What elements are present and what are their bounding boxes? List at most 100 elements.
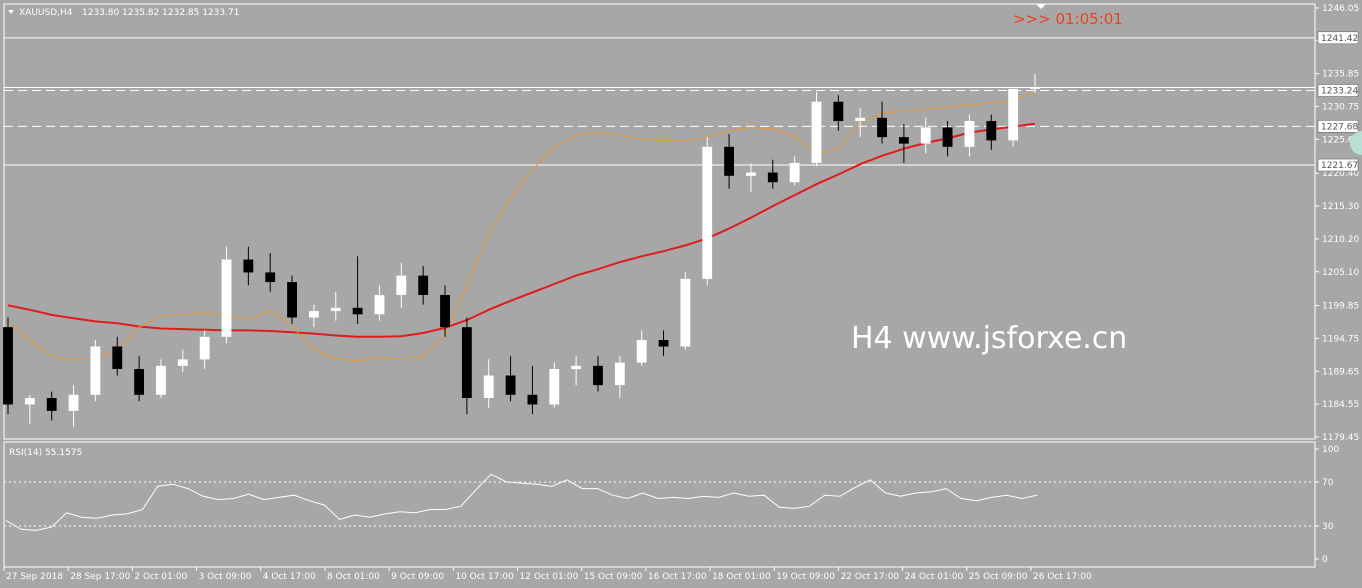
price-tick-label: 1189.65: [1322, 367, 1359, 377]
ma-fast-line: [7, 91, 1036, 362]
candle: [440, 285, 450, 337]
rsi-tick-label: 70: [1322, 478, 1334, 488]
candle: [920, 117, 931, 154]
rsi-tick-label: 100: [1322, 445, 1339, 455]
candle: [505, 356, 516, 402]
candle: [724, 133, 735, 189]
price-tag: 1241.42: [1317, 31, 1359, 45]
symbol-label: XAUUSD,H4: [19, 8, 73, 18]
price-tick-label: 1184.55: [1322, 400, 1359, 410]
candle: [24, 394, 35, 424]
candle: [1030, 74, 1040, 94]
candle: [789, 156, 800, 186]
time-tick-label: 24 Oct 01:00: [905, 572, 964, 582]
time-tick-label: 10 Oct 17:00: [455, 572, 514, 582]
price-tags: 1241.42 1233.24 1227.68 1221.67: [1317, 31, 1359, 172]
candles: [3, 74, 1040, 428]
moving-average-fast: [7, 91, 1036, 362]
candle: [527, 365, 538, 415]
candle: [833, 95, 844, 131]
time-tick-label: 12 Oct 01:00: [520, 572, 579, 582]
candle: [811, 92, 822, 167]
candle: [593, 356, 603, 392]
candle: [658, 330, 669, 357]
time-tick-label: 8 Oct 01:00: [327, 572, 380, 582]
time-tick-label: 22 Oct 17:00: [840, 572, 899, 582]
candle: [396, 262, 407, 308]
candle: [767, 159, 778, 189]
candle: [964, 114, 975, 157]
price-tick-label: 1215.30: [1322, 202, 1359, 212]
time-tick-label: 16 Oct 17:00: [648, 572, 707, 582]
rsi-plot-frame: [3, 441, 1316, 568]
candle: [636, 330, 647, 366]
side-panel-handle-icon[interactable]: [1350, 131, 1362, 155]
current-bar-marker-icon: [1036, 4, 1046, 9]
time-tick-label: 19 Oct 09:00: [776, 572, 835, 582]
time-tick-label: 4 Oct 17:00: [263, 572, 316, 582]
candle: [177, 349, 188, 373]
price-tick-label: 1230.75: [1322, 103, 1359, 113]
candle: [680, 272, 691, 350]
candle: [1008, 88, 1019, 147]
price-tag-label: 1241.42: [1321, 34, 1358, 44]
candle: [898, 124, 909, 163]
time-tick-label: 28 Sep 17:00: [70, 572, 130, 582]
price-tick-label: 1194.75: [1322, 334, 1359, 344]
candle: [46, 391, 57, 421]
candle: [199, 330, 210, 370]
time-tick-label: 3 Oct 09:00: [199, 572, 252, 582]
time-tick-label: 25 Oct 09:00: [969, 572, 1028, 582]
time-tick-label: 2 Oct 01:00: [134, 572, 187, 582]
price-tick-label: 1225.65: [1322, 135, 1359, 145]
candle: [90, 340, 101, 402]
price-tick-label: 1199.85: [1322, 302, 1359, 312]
rsi-tick-label: 30: [1322, 522, 1334, 532]
time-tick-label: 27 Sep 2018: [6, 572, 63, 582]
candle: [3, 317, 13, 415]
bar-countdown: >>> 01:05:01: [1013, 10, 1123, 28]
main-plot-frame: [3, 3, 1316, 440]
time-axis: 27 Sep 2018 28 Sep 17:00 2 Oct 01:00 3 Oct …: [3, 567, 1092, 582]
moving-average-slow: [7, 122, 1036, 338]
price-tick-label: 1179.45: [1322, 433, 1359, 443]
candle: [855, 108, 866, 138]
candle: [702, 137, 713, 286]
price-tag-label: 1221.67: [1321, 161, 1358, 171]
rsi-tick-label: 0: [1322, 555, 1328, 565]
rsi-axis: 100 70 30 0: [1315, 445, 1339, 565]
time-tick-label: 15 Oct 09:00: [584, 572, 643, 582]
candle: [352, 256, 363, 324]
candle: [571, 356, 582, 386]
price-tag: 1227.68: [1317, 120, 1358, 133]
price-tick-label: 1246.05: [1322, 4, 1359, 14]
candle: [68, 385, 79, 428]
rsi-label: RSI(14) 55.1575: [9, 448, 82, 458]
candle: [134, 356, 145, 402]
candle: [986, 114, 997, 151]
rsi-indicator: [4, 473, 1315, 531]
candle: [265, 253, 276, 292]
candle: [112, 336, 123, 376]
candle: [746, 162, 756, 192]
candle: [221, 246, 232, 344]
candle: [243, 246, 254, 286]
candle: [483, 359, 494, 408]
time-tick-label: 9 Oct 09:00: [391, 572, 444, 582]
candle: [308, 304, 319, 328]
collapse-triangle-icon[interactable]: [8, 10, 14, 14]
candle: [418, 265, 429, 305]
candle: [614, 356, 625, 399]
price-tick-label: 1210.20: [1322, 235, 1359, 245]
price-tick-label: 1205.10: [1322, 268, 1359, 278]
ohlc-readout: 1233.80 1235.82 1232.85 1233.71: [82, 8, 239, 18]
horizontal-levels: [4, 37, 1315, 166]
candle: [549, 362, 560, 408]
candle: [287, 275, 297, 324]
price-tick-label: 1235.85: [1322, 70, 1359, 80]
candle: [156, 359, 166, 399]
watermark-text: H4 www.jsforxe.cn: [851, 321, 1127, 356]
ma-slow-line: [7, 122, 1036, 338]
candle: [877, 101, 887, 144]
time-tick-label: 26 Oct 17:00: [1033, 572, 1092, 582]
